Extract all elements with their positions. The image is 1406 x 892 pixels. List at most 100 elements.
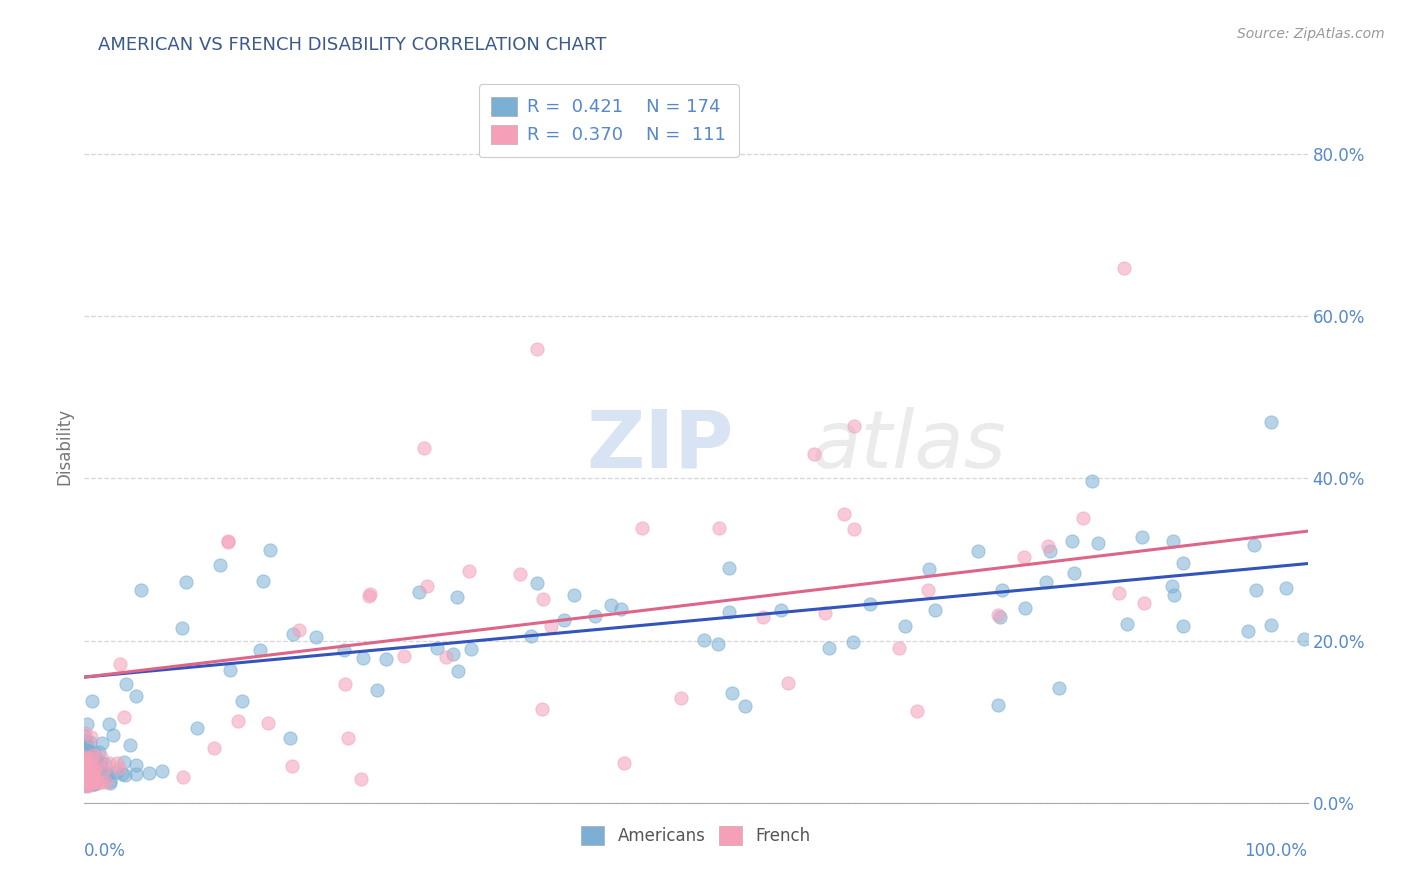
Point xyxy=(73,776,96,790)
Point xyxy=(73,774,96,789)
Point xyxy=(80,730,103,744)
Point xyxy=(278,731,301,745)
Point xyxy=(1161,534,1184,549)
Point xyxy=(73,759,96,773)
Point xyxy=(1060,533,1083,548)
Point xyxy=(82,775,104,789)
Text: 100.0%: 100.0% xyxy=(1244,842,1308,860)
Point xyxy=(76,765,98,780)
Point xyxy=(752,609,775,624)
Text: Source: ZipAtlas.com: Source: ZipAtlas.com xyxy=(1237,27,1385,41)
Point xyxy=(917,583,939,598)
Point xyxy=(105,756,128,771)
Point xyxy=(93,764,115,778)
Point xyxy=(75,765,97,780)
Point xyxy=(125,767,148,781)
Point xyxy=(94,775,117,789)
Point xyxy=(76,773,98,788)
Point xyxy=(1087,536,1109,550)
Point xyxy=(98,773,121,788)
Point xyxy=(73,770,96,784)
Point xyxy=(79,762,101,776)
Point xyxy=(813,607,835,621)
Point xyxy=(73,762,96,776)
Point xyxy=(73,772,96,787)
Point xyxy=(73,753,96,767)
Point xyxy=(458,564,481,578)
Point xyxy=(693,633,716,648)
Point xyxy=(76,772,98,787)
Y-axis label: Disability: Disability xyxy=(55,408,73,484)
Point xyxy=(75,754,97,768)
Point xyxy=(226,714,249,729)
Point xyxy=(1163,588,1185,602)
Point xyxy=(73,748,96,763)
Point xyxy=(73,766,96,780)
Point xyxy=(103,728,125,742)
Point xyxy=(217,533,239,548)
Point xyxy=(905,704,928,718)
Point xyxy=(80,775,103,789)
Point xyxy=(73,771,96,785)
Point xyxy=(987,698,1010,712)
Point xyxy=(79,757,101,772)
Point xyxy=(918,562,941,576)
Point xyxy=(80,766,103,780)
Point xyxy=(73,763,96,777)
Point xyxy=(90,749,112,764)
Point xyxy=(82,770,104,784)
Point xyxy=(77,751,100,765)
Point xyxy=(83,777,105,791)
Point xyxy=(75,758,97,772)
Point xyxy=(519,629,541,643)
Point xyxy=(73,772,96,786)
Point xyxy=(336,731,359,745)
Point xyxy=(1275,582,1298,596)
Point xyxy=(91,775,114,789)
Point xyxy=(1171,619,1194,633)
Point xyxy=(172,770,194,784)
Point xyxy=(76,751,98,765)
Point xyxy=(73,750,96,764)
Point xyxy=(115,676,138,690)
Point xyxy=(671,690,693,705)
Point xyxy=(170,621,193,635)
Point xyxy=(73,766,96,780)
Point xyxy=(89,759,111,773)
Point xyxy=(252,574,274,588)
Point xyxy=(77,762,100,776)
Point xyxy=(73,764,96,779)
Point xyxy=(924,603,946,617)
Point xyxy=(76,775,98,789)
Point xyxy=(304,631,326,645)
Point xyxy=(90,763,112,777)
Point xyxy=(75,772,97,787)
Point xyxy=(84,751,107,765)
Point xyxy=(97,767,120,781)
Point xyxy=(77,754,100,768)
Point xyxy=(1130,530,1153,544)
Point xyxy=(631,521,654,535)
Point xyxy=(80,769,103,783)
Point xyxy=(75,756,97,770)
Point xyxy=(75,777,97,791)
Point xyxy=(447,664,470,678)
Point xyxy=(509,566,531,581)
Point xyxy=(77,770,100,784)
Point xyxy=(76,742,98,756)
Point xyxy=(706,637,728,651)
Point xyxy=(83,747,105,761)
Point xyxy=(75,761,97,775)
Point xyxy=(150,764,173,778)
Point xyxy=(778,676,800,690)
Point xyxy=(75,750,97,764)
Point xyxy=(73,760,96,774)
Point xyxy=(77,775,100,789)
Point xyxy=(79,735,101,749)
Point xyxy=(129,582,152,597)
Point xyxy=(392,648,415,663)
Point xyxy=(73,769,96,783)
Point xyxy=(967,544,990,558)
Point xyxy=(73,772,96,787)
Point xyxy=(98,756,121,770)
